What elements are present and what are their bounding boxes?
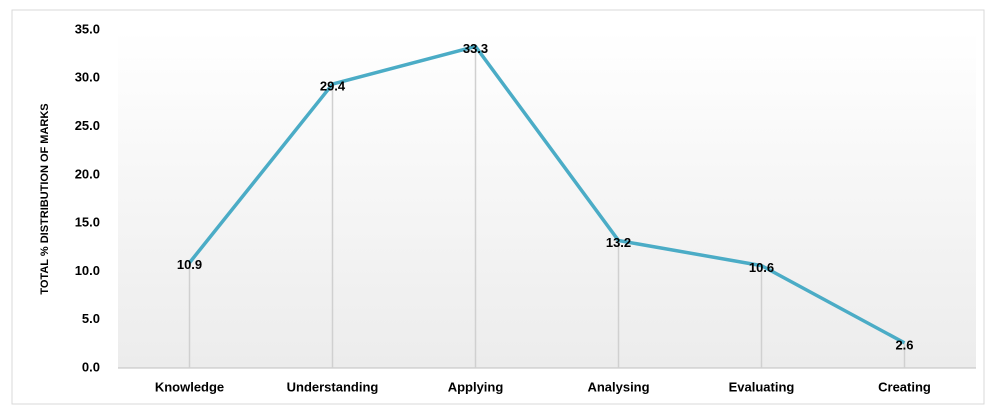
x-tick-label: Analysing	[587, 379, 649, 394]
data-label: 10.9	[177, 257, 202, 272]
y-tick-label: 35.0	[75, 21, 100, 36]
x-tick-label: Applying	[448, 379, 504, 394]
plot-area	[118, 30, 976, 368]
data-label: 10.6	[749, 260, 774, 275]
data-label: 33.3	[463, 41, 488, 56]
y-tick-label: 10.0	[75, 263, 100, 278]
y-tick-label: 20.0	[75, 166, 100, 181]
y-tick-label: 5.0	[82, 311, 100, 326]
y-tick-label: 0.0	[82, 359, 100, 374]
y-axis-label: TOTAL % DISTRIBUTION OF MARKS	[39, 103, 51, 294]
data-line	[188, 44, 906, 345]
data-label: 29.4	[320, 79, 346, 94]
x-tick-label: Evaluating	[729, 379, 795, 394]
x-tick-label: Knowledge	[155, 379, 224, 394]
x-tick-label: Creating	[878, 379, 931, 394]
y-tick-label: 30.0	[75, 70, 100, 85]
x-tick-label: Understanding	[287, 379, 379, 394]
data-label: 13.2	[606, 235, 631, 250]
data-label: 2.6	[895, 337, 913, 352]
y-tick-label: 25.0	[75, 118, 100, 133]
y-tick-label: 15.0	[75, 215, 100, 230]
